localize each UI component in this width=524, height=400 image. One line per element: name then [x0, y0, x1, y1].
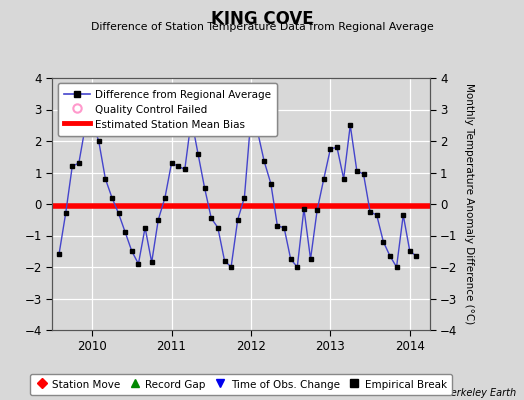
Legend: Difference from Regional Average, Quality Control Failed, Estimated Station Mean: Difference from Regional Average, Qualit… — [58, 83, 277, 136]
Text: Difference of Station Temperature Data from Regional Average: Difference of Station Temperature Data f… — [91, 22, 433, 32]
Y-axis label: Monthly Temperature Anomaly Difference (°C): Monthly Temperature Anomaly Difference (… — [464, 83, 474, 325]
Text: Berkeley Earth: Berkeley Earth — [444, 388, 516, 398]
Legend: Station Move, Record Gap, Time of Obs. Change, Empirical Break: Station Move, Record Gap, Time of Obs. C… — [30, 374, 452, 395]
Text: KING COVE: KING COVE — [211, 10, 313, 28]
